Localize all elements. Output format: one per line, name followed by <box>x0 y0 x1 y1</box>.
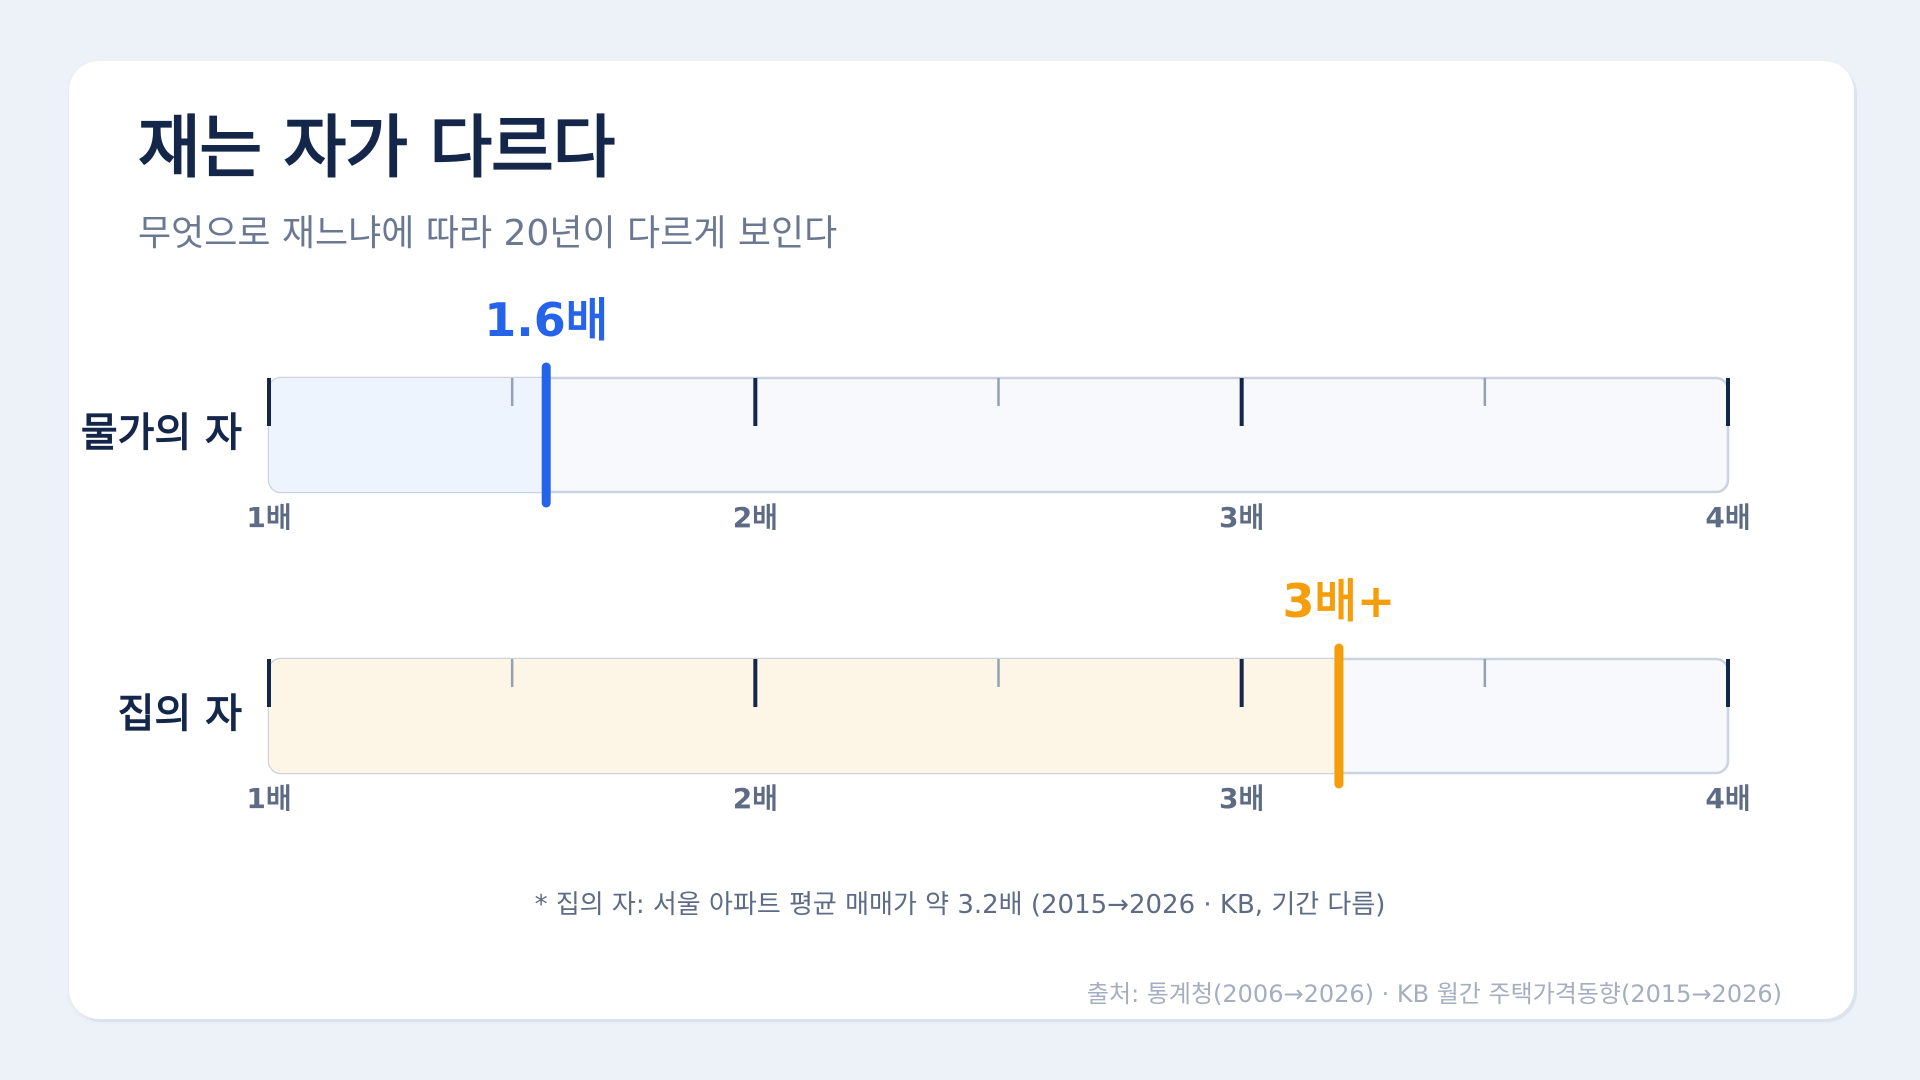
page-subtitle: 무엇으로 재느냐에 따라 20년이 다르게 보인다 <box>138 213 838 254</box>
tick-label: 1배 <box>246 501 291 534</box>
tick-label: 1배 <box>246 782 291 815</box>
ruler-row: 1배 2배 3배 4배 물가의 자 1.6배 <box>81 293 1751 534</box>
ruler-fill <box>269 378 547 492</box>
value-label: 3배+ <box>1282 574 1395 628</box>
tick-label: 4배 <box>1705 501 1750 534</box>
row-label: 물가의 자 <box>81 410 242 456</box>
page-title: 재는 자가 다르다 <box>138 109 615 188</box>
tick-label: 2배 <box>733 501 778 534</box>
tick-label: 4배 <box>1705 782 1750 815</box>
chart-card <box>69 61 1854 1019</box>
source-note: 출처: 통계청(2006→2026) · KB 월간 주택가격동향(2015→2… <box>1086 980 1782 1008</box>
value-label: 1.6배 <box>484 293 608 347</box>
ruler-fill <box>269 659 1339 773</box>
ruler-row: 1배 2배 3배 4배 집의 자 3배+ <box>118 574 1751 815</box>
footnote: * 집의 자: 서울 아파트 평균 매매가 약 3.2배 (2015→2026 … <box>534 890 1386 920</box>
tick-label: 3배 <box>1219 782 1264 815</box>
tick-label: 3배 <box>1219 501 1264 534</box>
tick-label: 2배 <box>733 782 778 815</box>
row-label: 집의 자 <box>118 691 243 737</box>
